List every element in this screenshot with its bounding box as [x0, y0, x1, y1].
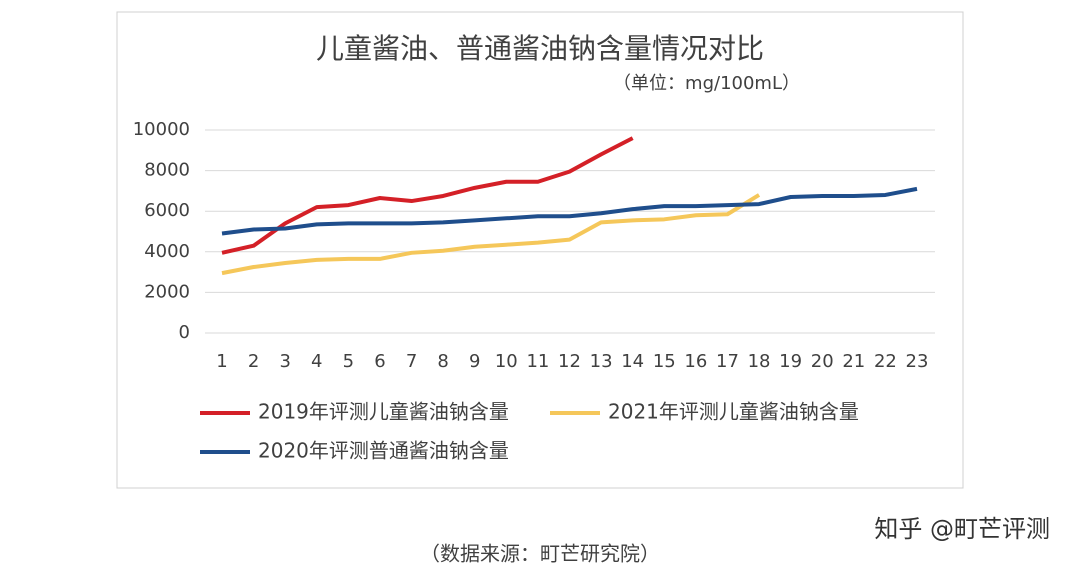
- watermark: 知乎 @町芒评测: [874, 515, 1050, 543]
- chart-title: 儿童酱油、普通酱油钠含量情况对比: [316, 32, 764, 65]
- x-tick-label: 5: [343, 351, 354, 372]
- legend-label: 2019年评测儿童酱油钠含量: [258, 400, 509, 424]
- x-tick-label: 12: [558, 351, 581, 372]
- x-tick-label: 19: [779, 351, 802, 372]
- x-tick-label: 9: [469, 351, 480, 372]
- x-tick-label: 2: [248, 351, 259, 372]
- x-tick-label: 21: [842, 351, 865, 372]
- x-tick-label: 14: [621, 351, 644, 372]
- y-tick-label: 0: [179, 322, 190, 343]
- chart-subtitle: （单位：mg/100mL）: [613, 73, 800, 94]
- x-tick-label: 23: [906, 351, 929, 372]
- x-tick-label: 15: [653, 351, 676, 372]
- legend-label: 2020年评测普通酱油钠含量: [258, 439, 509, 463]
- x-tick-label: 11: [526, 351, 549, 372]
- y-tick-label: 2000: [144, 281, 190, 302]
- x-tick-label: 4: [311, 351, 322, 372]
- x-tick-label: 10: [495, 351, 518, 372]
- x-tick-label: 1: [216, 351, 227, 372]
- legend-label: 2021年评测儿童酱油钠含量: [608, 400, 859, 424]
- chart-frame: [116, 11, 964, 489]
- x-tick-label: 20: [811, 351, 834, 372]
- x-tick-label: 16: [684, 351, 707, 372]
- series-line: [221, 136, 634, 255]
- y-tick-label: 8000: [144, 160, 190, 181]
- series-line: [221, 186, 918, 236]
- x-tick-label: 22: [874, 351, 897, 372]
- x-tick-label: 3: [279, 351, 290, 372]
- x-tick-label: 8: [437, 351, 448, 372]
- x-tick-label: 6: [374, 351, 385, 372]
- source-note: （数据来源：町芒研究院）: [420, 542, 660, 566]
- x-tick-label: 13: [590, 351, 613, 372]
- y-tick-label: 10000: [133, 119, 190, 140]
- y-tick-label: 6000: [144, 200, 190, 221]
- x-tick-label: 17: [716, 351, 739, 372]
- series-line: [221, 193, 761, 276]
- y-tick-label: 4000: [144, 241, 190, 262]
- x-tick-label: 18: [748, 351, 771, 372]
- x-tick-label: 7: [406, 351, 417, 372]
